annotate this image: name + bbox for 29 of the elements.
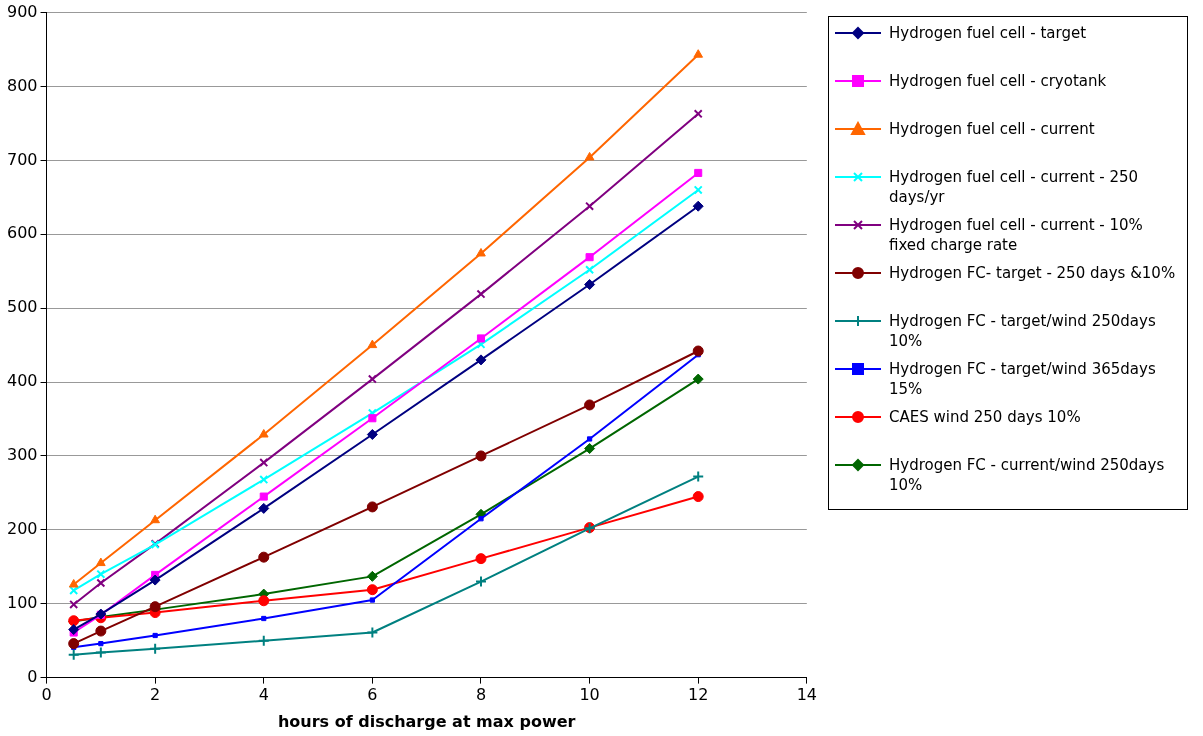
x-axis-title: hours of discharge at max power bbox=[277, 711, 576, 731]
legend-label: Hydrogen FC- target - 250 days &10% bbox=[889, 263, 1176, 283]
y-tick-label: 700 bbox=[6, 149, 38, 169]
legend-label: Hydrogen FC - target/wind 250days 10% bbox=[889, 311, 1157, 351]
legend-label: Hydrogen fuel cell - current - 250 days/yr bbox=[889, 167, 1140, 207]
x-tick-label: 4 bbox=[258, 685, 269, 705]
y-tick-label: 600 bbox=[6, 223, 38, 243]
x-tick-label: 12 bbox=[688, 685, 709, 705]
y-tick-label: 100 bbox=[6, 592, 38, 612]
legend-label: Hydrogen FC - target/wind 365days 15% bbox=[889, 359, 1157, 399]
legend-label: Hydrogen fuel cell - current - 10% fixed charge rate bbox=[889, 215, 1144, 255]
legend-label: Hydrogen fuel cell - cryotank bbox=[889, 71, 1107, 91]
legend-label: CAES wind 250 days 10% bbox=[889, 407, 1081, 427]
legend-label: Hydrogen fuel cell - current bbox=[889, 119, 1095, 139]
x-tick-label: 0 bbox=[41, 685, 52, 705]
y-tick-label: 900 bbox=[6, 1, 38, 21]
y-tick-label: 200 bbox=[6, 518, 38, 538]
x-tick-label: 10 bbox=[579, 685, 600, 705]
x-tick-label: 2 bbox=[150, 685, 161, 705]
y-tick-label: 500 bbox=[6, 297, 38, 317]
y-tick-label: 400 bbox=[6, 371, 38, 391]
x-tick-label: 6 bbox=[367, 685, 378, 705]
x-tick-label: 14 bbox=[796, 685, 817, 705]
y-tick-label: 800 bbox=[6, 75, 38, 95]
y-tick-label: 300 bbox=[6, 445, 38, 465]
legend-label: Hydrogen FC - current/wind 250days 10% bbox=[889, 455, 1166, 495]
legend-label: Hydrogen fuel cell - target bbox=[889, 23, 1087, 43]
y-tick-label: 0 bbox=[27, 666, 38, 686]
x-tick-label: 8 bbox=[475, 685, 487, 705]
